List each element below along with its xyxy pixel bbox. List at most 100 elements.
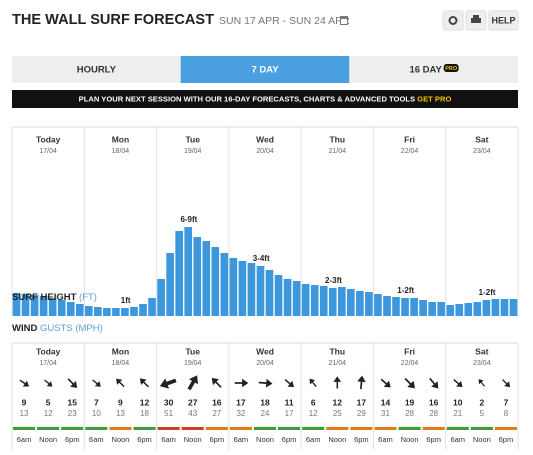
wind-rating xyxy=(133,427,156,430)
settings-button[interactable] xyxy=(442,10,464,31)
surf-bar xyxy=(94,307,102,316)
calendar-icon[interactable] xyxy=(340,16,348,25)
promo-banner[interactable] xyxy=(12,90,518,108)
day-name: Thu xyxy=(329,134,345,144)
surf-bar xyxy=(292,281,301,316)
surf-bar xyxy=(66,302,75,316)
print-button[interactable] xyxy=(465,10,487,31)
wind-speed: 12 xyxy=(140,397,150,407)
wind-rating xyxy=(37,427,60,430)
help-label[interactable]: HELP xyxy=(491,15,515,25)
wind-speed: 6 xyxy=(311,397,316,407)
wind-gust: 12 xyxy=(309,409,318,418)
tab-label[interactable]: 16 DAY xyxy=(409,65,442,76)
promo-text[interactable]: PLAN YOUR NEXT SESSION WITH OUR 16-DAY F… xyxy=(79,95,452,104)
surf-bar xyxy=(265,270,274,316)
wind-arrow-head xyxy=(159,378,170,389)
time-label: 6pm xyxy=(282,435,297,444)
surf-bar xyxy=(464,303,473,316)
day-name: Today xyxy=(36,134,61,144)
wind-speed: 16 xyxy=(212,397,222,407)
wind-arrow xyxy=(478,379,486,387)
day-date: 22/04 xyxy=(401,360,419,367)
tab-label[interactable]: 7 DAY xyxy=(251,65,279,76)
wind-rating xyxy=(398,427,421,430)
wind-arrow-head xyxy=(116,378,123,385)
promo-link[interactable]: GET PRO xyxy=(417,95,451,104)
wind-rating xyxy=(326,427,349,430)
wind-speed: 2 xyxy=(479,397,484,407)
day-date: 19/04 xyxy=(184,360,202,367)
time-label: 6am xyxy=(306,435,321,444)
wind-speed: 9 xyxy=(22,397,27,407)
wind-speed: 17 xyxy=(357,397,367,407)
surf-bar xyxy=(247,263,256,316)
wind-arrow-head xyxy=(478,379,484,385)
promo-message: PLAN YOUR NEXT SESSION WITH OUR 16-DAY F… xyxy=(79,95,418,104)
day-name: Thu xyxy=(329,346,345,356)
wind-rating xyxy=(374,427,397,430)
tab[interactable] xyxy=(12,56,181,83)
day-name: Today xyxy=(36,346,61,356)
surf-bar xyxy=(374,294,382,316)
surf-bar xyxy=(30,295,39,316)
surf-bar xyxy=(283,279,292,316)
wind-speed: 14 xyxy=(381,397,391,407)
surf-height-label: 1-2ft xyxy=(397,286,414,295)
wind-arrow-head xyxy=(504,381,511,388)
day-date: 17/04 xyxy=(39,148,57,155)
wind-speed: 7 xyxy=(504,397,509,407)
time-label: 6am xyxy=(17,435,32,444)
help-button[interactable] xyxy=(488,10,519,31)
wind-speed: 17 xyxy=(236,397,246,407)
wind-gust: 27 xyxy=(212,409,221,418)
surf-bar xyxy=(491,299,500,316)
surf-bar xyxy=(229,258,238,316)
wind-arrow xyxy=(19,379,30,387)
time-label: Noon xyxy=(401,435,419,444)
wind-arrow xyxy=(234,378,249,388)
surf-bar xyxy=(500,299,509,316)
wind-arrow-head xyxy=(431,381,439,389)
surf-bar xyxy=(148,298,156,316)
surf-height-label: 1ft xyxy=(121,296,131,305)
time-label: Noon xyxy=(184,435,202,444)
surf-bar xyxy=(175,231,183,316)
date-range: SUN 17 APR - SUN 24 APR xyxy=(219,15,350,27)
wind-rating xyxy=(85,427,108,430)
day-date: 21/04 xyxy=(329,360,347,367)
surf-bar xyxy=(166,253,174,316)
wind-arrow xyxy=(429,377,439,389)
day-date: 20/04 xyxy=(256,360,274,367)
day-date: 17/04 xyxy=(39,360,57,367)
wind-speed: 16 xyxy=(429,397,439,407)
wind-gust: 51 xyxy=(164,409,173,418)
wind-gust: 31 xyxy=(381,409,390,418)
time-label: 6pm xyxy=(137,435,152,444)
tab[interactable] xyxy=(180,56,350,83)
surf-bar xyxy=(310,285,319,316)
wind-arrow xyxy=(453,379,463,388)
wind-arrow xyxy=(116,378,125,388)
wind-arrow xyxy=(44,379,53,387)
day-date: 19/04 xyxy=(184,148,202,155)
wind-arrow-head xyxy=(211,377,219,386)
wind-arrow-head xyxy=(309,378,316,385)
tab-label[interactable]: HOURLY xyxy=(77,65,117,76)
wind-arrow-head xyxy=(70,380,78,388)
surf-height-label: 2-3ft xyxy=(325,276,342,285)
surf-bar xyxy=(410,298,418,316)
day-date: 23/04 xyxy=(473,148,491,155)
wind-gust: 43 xyxy=(188,409,197,418)
wind-gust: 23 xyxy=(68,409,77,418)
time-label: 6am xyxy=(378,435,393,444)
tab[interactable] xyxy=(349,56,518,83)
wind-arrow xyxy=(67,378,78,388)
day-date: 22/04 xyxy=(401,148,419,155)
wind-gust: 29 xyxy=(357,409,366,418)
surf-bar xyxy=(75,304,84,316)
surf-bar xyxy=(356,291,364,316)
wind-gust: 28 xyxy=(429,409,438,418)
surf-bar xyxy=(21,294,30,316)
surf-bar xyxy=(103,308,111,316)
